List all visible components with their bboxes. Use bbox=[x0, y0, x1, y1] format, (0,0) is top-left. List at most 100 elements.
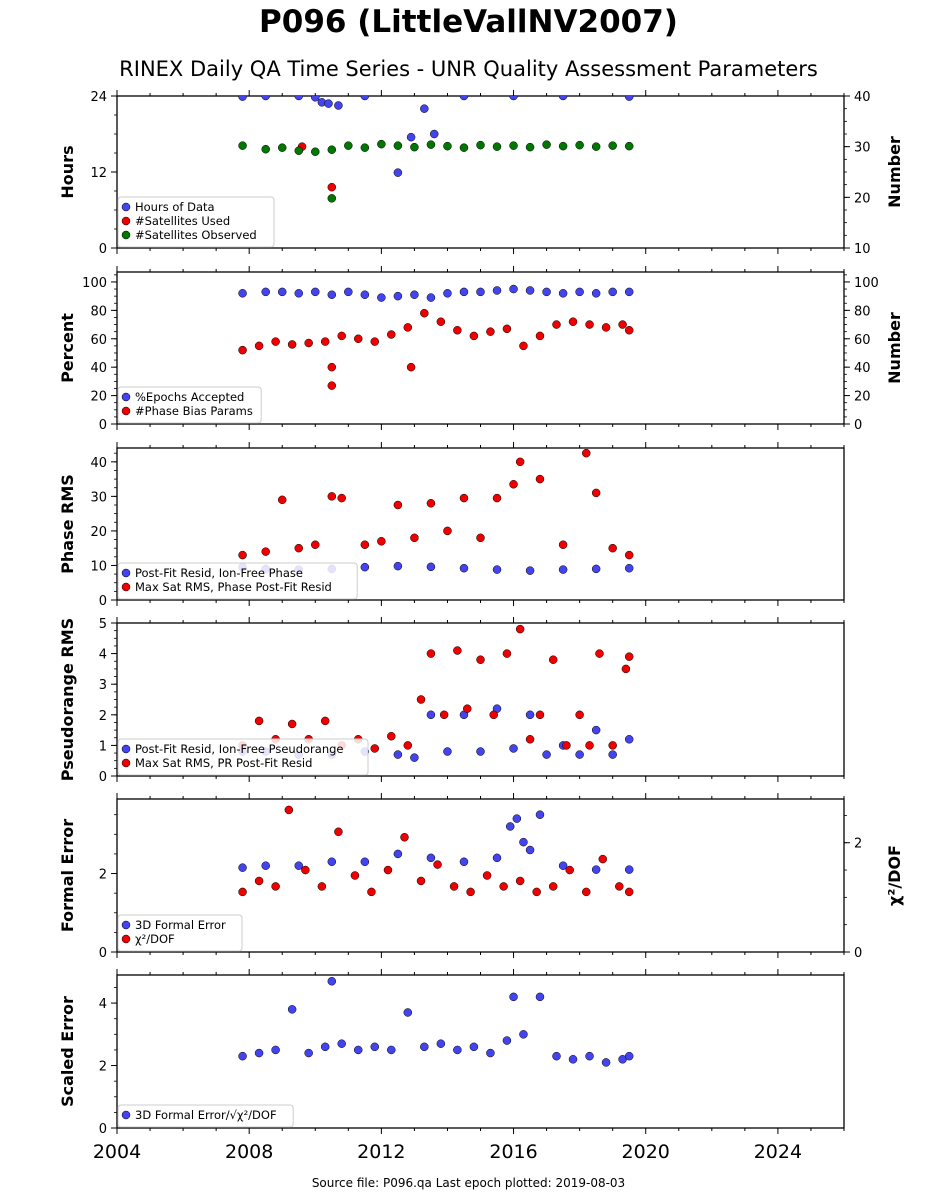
formal-error-chi2-point-blue bbox=[591, 865, 601, 874]
pseudorange-rms-legend-label: Max Sat RMS, PR Post-Fit Resid bbox=[135, 756, 312, 770]
scaled-error-legend-label: 3D Formal Error/√χ²/DOF bbox=[135, 1108, 277, 1122]
percent-phase-bias-point-red bbox=[568, 317, 578, 326]
scaled-error-ytick-label: 0 bbox=[99, 1122, 107, 1137]
page-subtitle: RINEX Daily QA Time Series - UNR Quality… bbox=[119, 57, 818, 81]
hours-satellites-legend-marker bbox=[121, 202, 131, 212]
formal-error-chi2-point-blue bbox=[525, 845, 535, 855]
x-tick-label: 2024 bbox=[754, 1141, 802, 1163]
hours-satellites-point-green bbox=[311, 147, 320, 156]
phase-rms-point-blue bbox=[525, 566, 535, 575]
pseudorange-rms-point-blue bbox=[608, 750, 617, 759]
scaled-error-point-blue bbox=[238, 1051, 247, 1061]
pseudorange-rms-point-red bbox=[254, 716, 264, 726]
percent-phase-bias-point-red bbox=[304, 338, 313, 348]
percent-phase-bias-point-red bbox=[403, 323, 413, 332]
pseudorange-rms-point-red bbox=[287, 719, 297, 729]
formal-error-chi2-point-blue bbox=[360, 857, 370, 867]
hours-satellites-point-green bbox=[624, 141, 634, 151]
percent-phase-bias-point-blue bbox=[344, 287, 353, 297]
percent-phase-bias-point-red bbox=[353, 334, 363, 344]
hours-satellites-ytick-right-label: 10 bbox=[854, 242, 871, 257]
phase-rms-point-red bbox=[624, 550, 634, 560]
scaled-error-point-blue bbox=[436, 1039, 446, 1048]
percent-phase-bias-point-blue bbox=[360, 290, 370, 299]
formal-error-chi2-point-red bbox=[284, 805, 294, 815]
formal-error-chi2-point-red bbox=[433, 860, 442, 869]
formal-error-chi2-point-blue bbox=[238, 863, 247, 872]
formal-error-chi2-point-red bbox=[598, 854, 608, 864]
percent-phase-bias-ytick-label: 20 bbox=[90, 390, 107, 405]
percent-phase-bias-point-blue bbox=[443, 289, 452, 298]
phase-rms-point-red bbox=[476, 533, 485, 543]
percent-phase-bias-point-red bbox=[552, 320, 561, 329]
formal-error-chi2-point-blue bbox=[505, 822, 515, 831]
hours-satellites-ytick-label: 12 bbox=[90, 166, 107, 181]
pseudorange-rms-legend-label: Post-Fit Resid, Ion-Free Pseudorange bbox=[135, 742, 343, 756]
formal-error-chi2-point-red bbox=[581, 887, 591, 897]
hours-satellites-point-green bbox=[327, 145, 337, 154]
scaled-error-ytick-label: 4 bbox=[99, 997, 107, 1012]
scaled-error-point-blue bbox=[320, 1042, 330, 1052]
formal-error-chi2-point-red bbox=[254, 876, 264, 886]
phase-rms-point-blue bbox=[426, 562, 436, 572]
pseudorange-rms-point-blue bbox=[393, 750, 403, 759]
percent-phase-bias-point-blue bbox=[377, 293, 386, 302]
percent-phase-bias-point-blue bbox=[410, 290, 419, 299]
hours-satellites-point-green bbox=[426, 140, 436, 149]
formal-error-chi2-ytick-right-label: 2 bbox=[854, 837, 862, 852]
hours-satellites-point-green bbox=[476, 140, 485, 150]
pseudorange-rms-point-blue bbox=[426, 710, 436, 720]
hours-satellites-ytick-right-label: 20 bbox=[854, 191, 871, 206]
scaled-error-point-blue bbox=[353, 1045, 363, 1055]
phase-rms-point-blue bbox=[492, 565, 502, 574]
formal-error-chi2-legend-marker bbox=[121, 934, 131, 944]
formal-error-chi2-point-blue bbox=[558, 861, 568, 870]
formal-error-chi2-ytick-right-label: 0 bbox=[854, 946, 862, 961]
hours-satellites-point-green bbox=[327, 194, 337, 203]
pseudorange-rms-point-red bbox=[624, 652, 634, 661]
formal-error-chi2-point-red bbox=[334, 827, 343, 837]
percent-phase-bias-ytick-right-label: 0 bbox=[854, 418, 862, 433]
formal-error-chi2-point-red bbox=[482, 871, 492, 880]
phase-rms-point-red bbox=[581, 448, 591, 458]
formal-error-chi2-point-red bbox=[238, 887, 247, 897]
scaled-error-legend bbox=[117, 1104, 294, 1128]
pseudorange-rms-point-blue bbox=[410, 753, 419, 762]
scaled-error-point-blue bbox=[519, 1030, 528, 1039]
percent-phase-bias-legend-label: #Phase Bias Params bbox=[135, 404, 253, 418]
hours-satellites-point-blue bbox=[238, 96, 247, 101]
percent-phase-bias-ytick-label: 0 bbox=[99, 418, 107, 433]
phase-rms-ytick-label: 30 bbox=[90, 490, 107, 505]
percent-phase-bias-point-red bbox=[502, 324, 512, 334]
scaled-error-point-blue bbox=[585, 1051, 594, 1061]
percent-phase-bias-ytick-label: 60 bbox=[90, 333, 107, 348]
pseudorange-rms-ytick-label: 3 bbox=[99, 678, 107, 693]
scaled-error-point-blue bbox=[601, 1058, 611, 1067]
phase-rms-point-red bbox=[443, 526, 452, 536]
percent-phase-bias-point-red bbox=[327, 362, 337, 372]
pseudorange-rms-point-blue bbox=[509, 744, 518, 753]
phase-rms-legend bbox=[117, 562, 358, 600]
percent-phase-bias-point-red bbox=[271, 337, 280, 346]
pseudorange-rms-legend-marker bbox=[121, 744, 131, 754]
x-tick-label: 2020 bbox=[622, 1141, 670, 1163]
percent-phase-bias-legend-marker bbox=[121, 406, 131, 416]
formal-error-chi2-legend bbox=[117, 914, 243, 952]
percent-phase-bias-point-blue bbox=[459, 287, 469, 297]
phase-rms-point-red bbox=[492, 493, 502, 503]
percent-phase-bias-ylabel: Percent bbox=[58, 313, 77, 383]
formal-error-chi2-point-red bbox=[416, 876, 426, 886]
x-tick-label: 2016 bbox=[489, 1141, 537, 1163]
formal-error-chi2-point-blue bbox=[624, 865, 634, 874]
formal-error-chi2-legend-label: 3D Formal Error bbox=[135, 918, 226, 932]
phase-rms-point-blue bbox=[624, 563, 634, 573]
percent-phase-bias-point-blue bbox=[277, 287, 287, 297]
pseudorange-rms-ylabel: Pseudorange RMS bbox=[58, 618, 77, 781]
percent-phase-bias-point-red bbox=[254, 341, 264, 351]
scaled-error-point-blue bbox=[535, 992, 545, 1002]
percent-phase-bias-ytick-label: 100 bbox=[82, 276, 107, 291]
hours-satellites-legend bbox=[117, 196, 275, 248]
percent-phase-bias-point-red bbox=[387, 330, 396, 339]
percent-phase-bias-point-red bbox=[436, 317, 446, 326]
hours-satellites-point-green bbox=[608, 141, 617, 150]
